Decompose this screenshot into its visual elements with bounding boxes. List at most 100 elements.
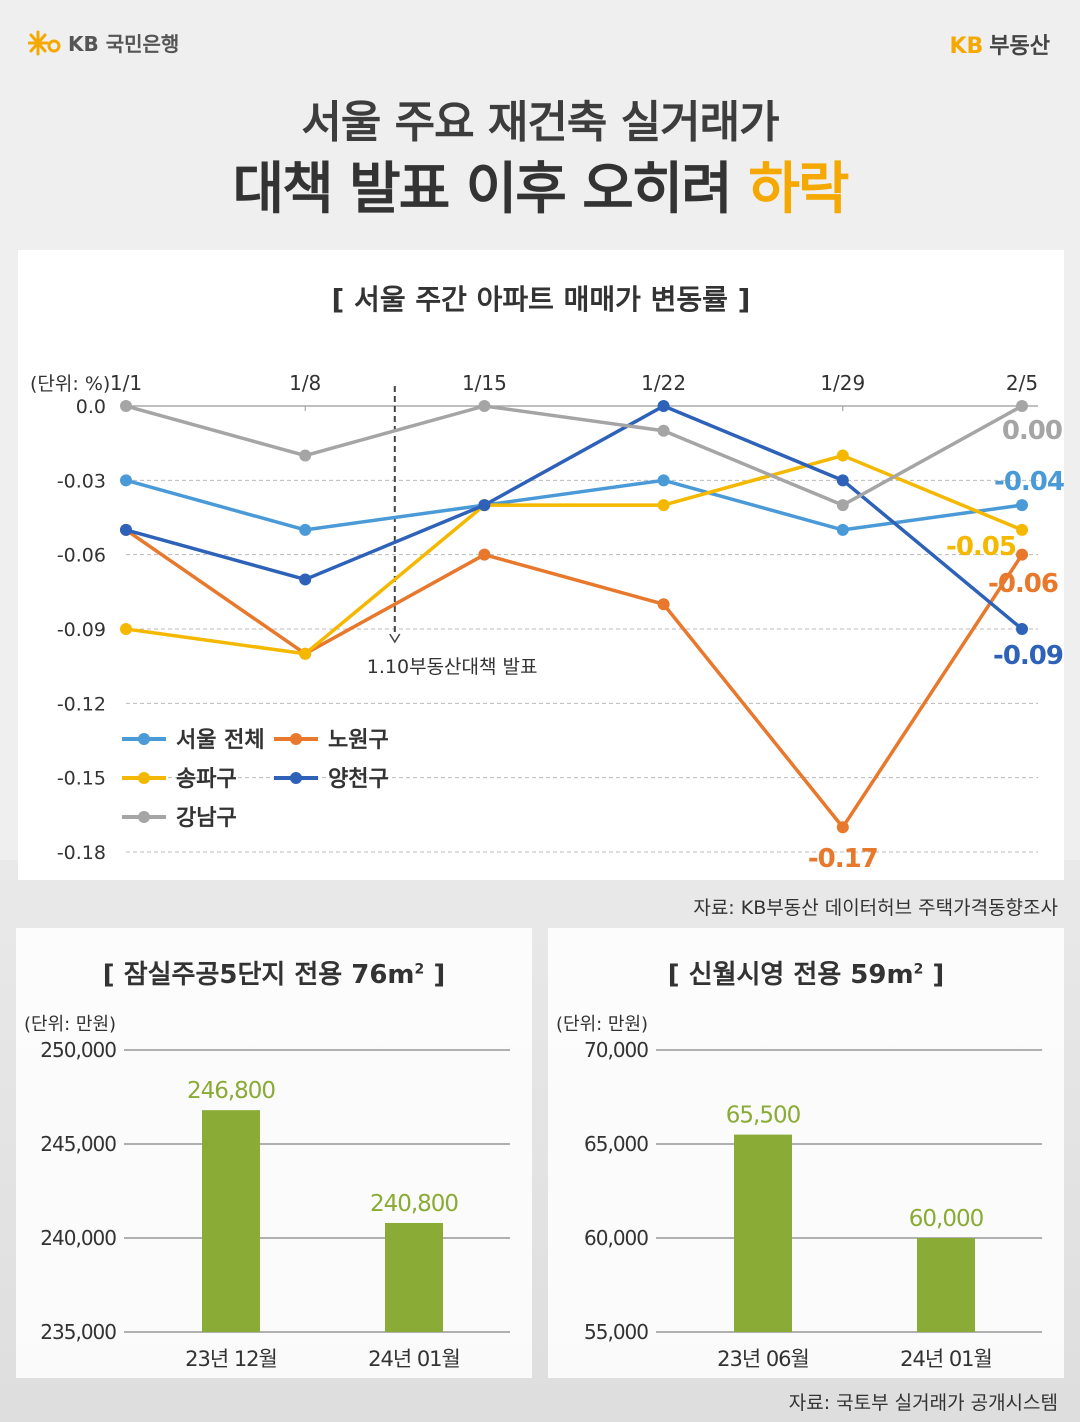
x-tick-label: 1/15 bbox=[462, 371, 507, 395]
brand-kb: KB bbox=[949, 34, 984, 59]
bar bbox=[734, 1134, 792, 1332]
y-tick-label: -0.18 bbox=[57, 842, 106, 864]
series-point bbox=[1016, 400, 1028, 412]
legend-marker bbox=[138, 733, 150, 745]
y-tick-label: -0.03 bbox=[57, 470, 106, 492]
series-end-label: -0.05 bbox=[946, 532, 1016, 562]
unit-label: (단위: 만원) bbox=[556, 1014, 648, 1035]
bar-left-title-end: ] bbox=[424, 960, 446, 990]
series-line bbox=[125, 404, 1023, 507]
series-line bbox=[125, 478, 1023, 532]
series-point bbox=[657, 499, 670, 512]
legend-label: 송파구 bbox=[176, 767, 237, 792]
bar-value-label: 246,800 bbox=[187, 1078, 275, 1104]
x-tick-label: 1/8 bbox=[289, 371, 321, 395]
legend-label: 강남구 bbox=[176, 806, 237, 831]
series-point bbox=[299, 523, 312, 536]
announcement-arrow-icon bbox=[389, 633, 401, 644]
title-highlight: 하락 bbox=[748, 157, 849, 222]
bar-right-title-end: ] bbox=[923, 960, 945, 990]
x-tick-label: 2/5 bbox=[1006, 371, 1038, 395]
bar-right-title-text: [ 신월시영 전용 59m bbox=[667, 960, 914, 990]
series-point bbox=[836, 821, 849, 834]
x-tick-label: 1/29 bbox=[820, 371, 865, 395]
bar-chart-right-panel: [ 신월시영 전용 59m2 ] (단위: 만원) 70,000 65,000 60,… bbox=[548, 928, 1064, 1378]
series-point bbox=[836, 499, 849, 512]
series-point bbox=[299, 449, 312, 462]
series-end-label: 0.00 bbox=[1002, 416, 1062, 446]
y-tick-label: 245,000 bbox=[40, 1132, 116, 1156]
bar-chart-right: (단위: 만원) 70,000 65,000 60,000 55,000 65,500 23… bbox=[556, 1014, 1042, 1371]
y-tick-label: 0.0 bbox=[76, 396, 106, 418]
page-title-line2: 대책 발표 이후 오히려 하락 bbox=[0, 144, 1080, 225]
series-point bbox=[1016, 499, 1028, 512]
bar bbox=[202, 1110, 260, 1332]
series-point bbox=[120, 400, 132, 412]
bar-left-title-sup: 2 bbox=[414, 961, 425, 978]
line-chart-panel: [ 서울 주간 아파트 매매가 변동률 ] 0.0 -0.03 -0.06 -0.09… bbox=[18, 250, 1064, 880]
y-tick-label: 60,000 bbox=[584, 1226, 648, 1250]
series-end-label: -0.09 bbox=[993, 641, 1063, 671]
bar bbox=[385, 1222, 443, 1332]
series-end-label: -0.04 bbox=[994, 467, 1064, 497]
line-chart-source: 자료: KB부동산 데이터허브 주택가격동향조사 bbox=[693, 897, 1058, 919]
bar bbox=[917, 1238, 975, 1332]
bar-value-label: 60,000 bbox=[909, 1206, 984, 1232]
bar-chart-left-title: [ 잠실주공5단지 전용 76m2 ] bbox=[16, 954, 532, 991]
bar-value-label: 240,800 bbox=[370, 1191, 458, 1217]
kb-realestate-logo: KB 부동산 bbox=[949, 28, 1050, 60]
bar-chart-source: 자료: 국토부 실거래가 공개시스템 bbox=[788, 1392, 1058, 1414]
series-point bbox=[657, 598, 670, 611]
series-line bbox=[125, 453, 1023, 656]
series-point bbox=[120, 623, 132, 635]
series-point bbox=[120, 474, 132, 487]
series-line bbox=[125, 404, 1024, 631]
y-tick-label: 235,000 bbox=[40, 1320, 116, 1344]
series-point bbox=[478, 400, 491, 412]
series-point bbox=[1016, 623, 1028, 635]
bank-name: KB 국민은행 bbox=[68, 32, 180, 56]
series-line bbox=[125, 528, 1024, 829]
series-point bbox=[478, 548, 491, 561]
y-tick-label: 250,000 bbox=[40, 1038, 116, 1062]
bar-value-label: 65,500 bbox=[726, 1103, 801, 1129]
y-tick-label: 65,000 bbox=[584, 1132, 648, 1156]
legend-label: 양천구 bbox=[328, 767, 389, 792]
brand-name: 부동산 bbox=[989, 34, 1050, 59]
x-tick-label: 1/22 bbox=[641, 371, 686, 395]
legend-marker bbox=[290, 772, 302, 784]
legend-marker bbox=[138, 811, 150, 823]
kb-star-icon bbox=[28, 30, 61, 55]
series-point bbox=[299, 647, 312, 660]
announcement-label: 1.10부동산대책 발표 bbox=[367, 656, 538, 678]
legend-label: 서울 전체 bbox=[176, 728, 265, 753]
unit-label: (단위: 만원) bbox=[24, 1014, 116, 1035]
series-min-label: -0.17 bbox=[808, 844, 878, 874]
series-point bbox=[1016, 548, 1028, 561]
y-tick-label: 55,000 bbox=[584, 1320, 648, 1344]
page-title-line1: 서울 주요 재건축 실거래가 bbox=[301, 97, 779, 148]
series-end-label: -0.06 bbox=[988, 569, 1058, 599]
x-category-label: 24년 01월 bbox=[900, 1347, 992, 1371]
series-point bbox=[478, 499, 491, 512]
bar-chart-left: (단위: 만원) 250,000 245,000 240,000 235,000 246,… bbox=[24, 1014, 510, 1371]
x-tick-label: 1/1 bbox=[110, 371, 142, 395]
y-tick-label: -0.06 bbox=[57, 545, 106, 567]
series-point bbox=[657, 474, 670, 487]
kb-bank-logo: KB 국민은행 bbox=[28, 28, 179, 57]
series-point bbox=[836, 523, 849, 536]
line-chart-title: [ 서울 주간 아파트 매매가 변동률 ] bbox=[331, 283, 751, 316]
title-main: 대책 발표 이후 오히려 bbox=[232, 157, 749, 222]
legend-marker bbox=[138, 772, 150, 784]
y-tick-label: -0.15 bbox=[57, 768, 106, 790]
series-point bbox=[1016, 523, 1028, 536]
bar-chart-left-panel: [ 잠실주공5단지 전용 76m2 ] (단위: 만원) 250,000 245,0… bbox=[16, 928, 532, 1378]
x-category-label: 24년 01월 bbox=[368, 1347, 460, 1371]
bar-right-title-sup: 2 bbox=[913, 961, 924, 978]
x-category-label: 23년 12월 bbox=[185, 1347, 277, 1371]
series-point bbox=[657, 424, 670, 437]
unit-label: (단위: %) bbox=[30, 373, 110, 395]
y-tick-label: -0.12 bbox=[57, 693, 106, 715]
legend-label: 노원구 bbox=[328, 728, 389, 753]
bar-chart-right-title: [ 신월시영 전용 59m2 ] bbox=[548, 954, 1064, 991]
